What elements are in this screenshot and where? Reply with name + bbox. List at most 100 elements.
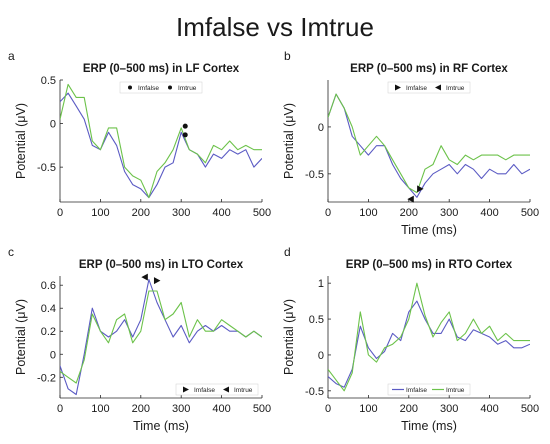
chart-title: ERP (0–500 ms) in RF Cortex bbox=[350, 63, 508, 75]
legend-label: Imtrue bbox=[234, 387, 253, 394]
y-tick-label: -0.2 bbox=[37, 372, 56, 384]
x-tick-label: 300 bbox=[172, 207, 190, 219]
y-tick-label: 1 bbox=[318, 278, 324, 290]
y-axis-label: Potential (μV) bbox=[282, 103, 296, 179]
x-tick-label: 300 bbox=[440, 207, 458, 219]
peak-marker bbox=[407, 195, 414, 203]
legend: Imfalse Imtrue bbox=[387, 383, 471, 396]
legend-label: Imtrue bbox=[178, 85, 197, 92]
series-group bbox=[328, 282, 530, 392]
x-tick-label: 500 bbox=[521, 207, 539, 219]
chart-panel-b: b ERP (0–500 ms) in RF Cortex 0 100 200 300 40… bbox=[282, 49, 539, 237]
legend-swatch bbox=[168, 85, 172, 90]
y-axis-label: Potential (μV) bbox=[282, 299, 296, 375]
legend-swatch bbox=[395, 84, 401, 91]
x-tick-label: 400 bbox=[480, 403, 498, 415]
series-line-imtrue bbox=[60, 290, 262, 384]
legend-label: Imtrue bbox=[446, 387, 465, 394]
series-line-imfalse bbox=[60, 92, 262, 199]
x-tick-label: 0 bbox=[57, 207, 63, 219]
y-tick-label: 0.2 bbox=[41, 326, 56, 338]
chart-title: ERP (0–500 ms) in LF Cortex bbox=[83, 63, 240, 75]
legend-box bbox=[387, 81, 471, 94]
figure-title: Imfalse vs Imtrue bbox=[176, 12, 374, 42]
x-tick-label: 200 bbox=[132, 403, 150, 415]
series-line-imtrue bbox=[328, 282, 530, 392]
y-tick-label: 0 bbox=[318, 350, 324, 362]
x-tick-label: 0 bbox=[325, 207, 331, 219]
x-tick-label: 300 bbox=[172, 403, 190, 415]
peak-marker bbox=[182, 123, 188, 129]
legend-box bbox=[387, 383, 471, 396]
y-tick-label: 0.5 bbox=[309, 314, 324, 326]
x-tick-label: 400 bbox=[480, 207, 498, 219]
panel-letter: d bbox=[284, 245, 291, 259]
legend-swatch bbox=[183, 386, 189, 393]
x-tick-label: 100 bbox=[359, 403, 377, 415]
x-axis-label: Time (ms) bbox=[401, 223, 457, 237]
y-axis-label: Potential (μV) bbox=[14, 299, 28, 375]
y-tick-label: -0.5 bbox=[305, 386, 324, 398]
series-group bbox=[60, 83, 262, 199]
legend: Imfalse Imtrue bbox=[119, 81, 203, 94]
series-line-imfalse bbox=[60, 278, 262, 396]
peak-marker bbox=[182, 132, 188, 138]
panel-letter: a bbox=[8, 49, 15, 63]
x-tick-label: 100 bbox=[91, 403, 109, 415]
chart-panel-a: a ERP (0–500 ms) in LF Cortex 0 100 200 300 40… bbox=[8, 49, 271, 219]
y-tick-label: 0 bbox=[50, 349, 56, 361]
y-tick-label: -0.5 bbox=[305, 169, 324, 181]
chart-panel-c: c ERP (0–500 ms) in LTO Cortex 0 100 200 300 4… bbox=[8, 245, 271, 433]
chart-panel-d: d ERP (0–500 ms) in RTO Cortex 0 100 200 300 4… bbox=[282, 245, 539, 433]
x-tick-label: 0 bbox=[325, 403, 331, 415]
legend: Imfalse Imtrue bbox=[175, 383, 259, 396]
y-tick-label: 0.5 bbox=[41, 75, 56, 87]
x-tick-label: 0 bbox=[57, 403, 63, 415]
chart-title: ERP (0–500 ms) in LTO Cortex bbox=[79, 259, 244, 271]
peak-marker bbox=[153, 277, 161, 285]
legend-label: Imfalse bbox=[194, 387, 215, 394]
legend-swatch bbox=[223, 386, 229, 393]
x-tick-label: 200 bbox=[400, 207, 418, 219]
panel-letter: b bbox=[284, 49, 291, 63]
chart-title: ERP (0–500 ms) in RTO Cortex bbox=[346, 259, 513, 271]
legend-box bbox=[119, 81, 203, 94]
series-line-imtrue bbox=[328, 93, 530, 194]
x-tick-label: 400 bbox=[212, 403, 230, 415]
legend-swatch bbox=[435, 84, 441, 91]
peak-marker bbox=[417, 185, 424, 193]
series-group bbox=[60, 278, 262, 396]
y-tick-label: 0.6 bbox=[41, 280, 56, 292]
legend-label: Imtrue bbox=[446, 85, 465, 92]
panel-letter: c bbox=[8, 245, 14, 259]
legend-label: Imfalse bbox=[406, 387, 427, 394]
legend-box bbox=[175, 383, 259, 396]
x-axis-label: Time (ms) bbox=[133, 419, 189, 433]
legend-swatch bbox=[128, 85, 132, 90]
x-axis-label: Time (ms) bbox=[401, 419, 457, 433]
x-tick-label: 100 bbox=[91, 207, 109, 219]
series-line-imfalse bbox=[328, 300, 530, 388]
y-tick-label: 0 bbox=[318, 122, 324, 134]
series-line-imtrue bbox=[60, 83, 262, 199]
x-tick-label: 200 bbox=[132, 207, 150, 219]
y-tick-label: 0 bbox=[50, 119, 56, 131]
x-tick-label: 500 bbox=[253, 207, 271, 219]
legend-label: Imfalse bbox=[406, 85, 427, 92]
legend: Imfalse Imtrue bbox=[387, 81, 471, 94]
x-tick-label: 500 bbox=[253, 403, 271, 415]
y-axis-label: Potential (μV) bbox=[14, 103, 28, 179]
y-tick-label: -0.5 bbox=[37, 162, 56, 174]
series-group bbox=[328, 93, 530, 198]
x-tick-label: 500 bbox=[521, 403, 539, 415]
peak-marker bbox=[141, 273, 148, 281]
x-tick-label: 400 bbox=[212, 207, 230, 219]
series-line-imfalse bbox=[328, 93, 530, 198]
x-tick-label: 300 bbox=[440, 403, 458, 415]
y-tick-label: 0.4 bbox=[41, 303, 56, 315]
x-tick-label: 100 bbox=[359, 207, 377, 219]
x-tick-label: 200 bbox=[400, 403, 418, 415]
legend-label: Imfalse bbox=[138, 85, 159, 92]
